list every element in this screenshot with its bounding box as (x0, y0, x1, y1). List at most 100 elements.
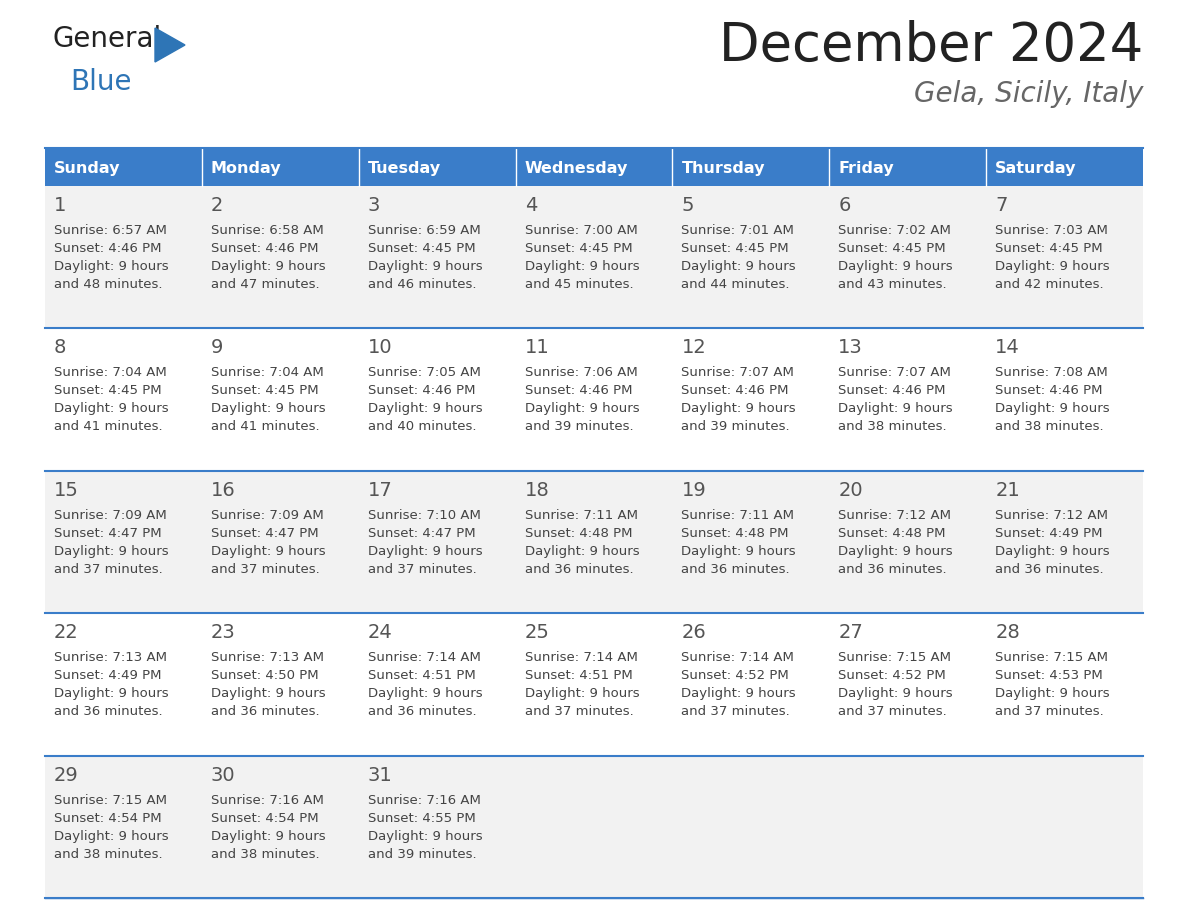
Text: Sunset: 4:45 PM: Sunset: 4:45 PM (839, 242, 946, 255)
Text: and 40 minutes.: and 40 minutes. (368, 420, 476, 433)
Bar (359, 329, 516, 471)
Text: Sunrise: 6:58 AM: Sunrise: 6:58 AM (210, 224, 323, 237)
Bar (829, 471, 986, 613)
Bar (986, 613, 1143, 756)
Bar (45, 148, 202, 186)
Text: Sunrise: 7:04 AM: Sunrise: 7:04 AM (210, 366, 323, 379)
Text: Sunrise: 7:10 AM: Sunrise: 7:10 AM (368, 509, 481, 521)
Bar (516, 148, 672, 186)
Text: 19: 19 (682, 481, 706, 499)
Text: Daylight: 9 hours: Daylight: 9 hours (368, 688, 482, 700)
Bar (986, 756, 1143, 898)
Bar (359, 186, 516, 329)
Text: Sunset: 4:55 PM: Sunset: 4:55 PM (368, 812, 475, 824)
Text: 29: 29 (53, 766, 78, 785)
Text: Sunset: 4:47 PM: Sunset: 4:47 PM (210, 527, 318, 540)
Bar (45, 471, 202, 613)
Text: Daylight: 9 hours: Daylight: 9 hours (368, 544, 482, 558)
Text: 18: 18 (525, 481, 549, 499)
Text: Friday: Friday (839, 161, 893, 175)
Text: 20: 20 (839, 481, 862, 499)
Text: 28: 28 (996, 623, 1019, 643)
Text: 21: 21 (996, 481, 1019, 499)
Text: Daylight: 9 hours: Daylight: 9 hours (839, 544, 953, 558)
Polygon shape (154, 28, 185, 62)
Text: 1: 1 (53, 196, 67, 215)
Text: Daylight: 9 hours: Daylight: 9 hours (210, 260, 326, 273)
Text: General: General (52, 25, 162, 53)
Text: Daylight: 9 hours: Daylight: 9 hours (682, 544, 796, 558)
Text: and 43 minutes.: and 43 minutes. (839, 278, 947, 291)
Text: Sunrise: 7:15 AM: Sunrise: 7:15 AM (996, 651, 1108, 665)
Bar (829, 148, 986, 186)
Text: Daylight: 9 hours: Daylight: 9 hours (525, 688, 639, 700)
Text: and 37 minutes.: and 37 minutes. (839, 705, 947, 718)
Text: and 41 minutes.: and 41 minutes. (210, 420, 320, 433)
Text: Sunrise: 7:16 AM: Sunrise: 7:16 AM (368, 793, 481, 807)
Bar (672, 471, 829, 613)
Text: Daylight: 9 hours: Daylight: 9 hours (368, 260, 482, 273)
Text: 8: 8 (53, 339, 67, 357)
Text: Daylight: 9 hours: Daylight: 9 hours (210, 402, 326, 416)
Bar (672, 148, 829, 186)
Text: Sunrise: 7:12 AM: Sunrise: 7:12 AM (839, 509, 952, 521)
Text: Sunset: 4:45 PM: Sunset: 4:45 PM (996, 242, 1102, 255)
Text: 23: 23 (210, 623, 235, 643)
Text: Sunset: 4:46 PM: Sunset: 4:46 PM (53, 242, 162, 255)
Text: Sunset: 4:49 PM: Sunset: 4:49 PM (53, 669, 162, 682)
Text: Daylight: 9 hours: Daylight: 9 hours (525, 402, 639, 416)
Text: 12: 12 (682, 339, 706, 357)
Bar (359, 471, 516, 613)
Text: Sunrise: 7:07 AM: Sunrise: 7:07 AM (682, 366, 795, 379)
Text: and 44 minutes.: and 44 minutes. (682, 278, 790, 291)
Text: Sunrise: 6:59 AM: Sunrise: 6:59 AM (368, 224, 480, 237)
Text: Sunday: Sunday (53, 161, 120, 175)
Text: Sunrise: 7:13 AM: Sunrise: 7:13 AM (53, 651, 168, 665)
Text: 16: 16 (210, 481, 235, 499)
Text: Thursday: Thursday (682, 161, 765, 175)
Bar (202, 471, 359, 613)
Text: and 38 minutes.: and 38 minutes. (210, 847, 320, 860)
Text: and 36 minutes.: and 36 minutes. (525, 563, 633, 576)
Text: Sunrise: 7:12 AM: Sunrise: 7:12 AM (996, 509, 1108, 521)
Bar (45, 613, 202, 756)
Text: Daylight: 9 hours: Daylight: 9 hours (210, 544, 326, 558)
Text: and 47 minutes.: and 47 minutes. (210, 278, 320, 291)
Text: Sunset: 4:49 PM: Sunset: 4:49 PM (996, 527, 1102, 540)
Bar (986, 148, 1143, 186)
Text: and 38 minutes.: and 38 minutes. (53, 847, 163, 860)
Text: Daylight: 9 hours: Daylight: 9 hours (525, 260, 639, 273)
Text: and 39 minutes.: and 39 minutes. (682, 420, 790, 433)
Text: Daylight: 9 hours: Daylight: 9 hours (53, 830, 169, 843)
Bar (359, 756, 516, 898)
Text: December 2024: December 2024 (719, 20, 1143, 72)
Text: Blue: Blue (70, 68, 132, 96)
Text: and 42 minutes.: and 42 minutes. (996, 278, 1104, 291)
Text: and 37 minutes.: and 37 minutes. (368, 563, 476, 576)
Text: Daylight: 9 hours: Daylight: 9 hours (53, 688, 169, 700)
Text: Sunset: 4:53 PM: Sunset: 4:53 PM (996, 669, 1102, 682)
Bar (986, 329, 1143, 471)
Text: and 39 minutes.: and 39 minutes. (525, 420, 633, 433)
Text: Sunset: 4:48 PM: Sunset: 4:48 PM (525, 527, 632, 540)
Bar (202, 613, 359, 756)
Text: Daylight: 9 hours: Daylight: 9 hours (682, 688, 796, 700)
Bar (45, 756, 202, 898)
Text: 11: 11 (525, 339, 549, 357)
Bar (359, 613, 516, 756)
Text: Sunrise: 7:09 AM: Sunrise: 7:09 AM (210, 509, 323, 521)
Text: Sunset: 4:45 PM: Sunset: 4:45 PM (525, 242, 632, 255)
Text: Sunrise: 7:05 AM: Sunrise: 7:05 AM (368, 366, 481, 379)
Text: Daylight: 9 hours: Daylight: 9 hours (682, 402, 796, 416)
Text: Sunrise: 7:09 AM: Sunrise: 7:09 AM (53, 509, 166, 521)
Text: and 36 minutes.: and 36 minutes. (839, 563, 947, 576)
Text: and 37 minutes.: and 37 minutes. (996, 705, 1104, 718)
Text: 3: 3 (368, 196, 380, 215)
Text: Daylight: 9 hours: Daylight: 9 hours (996, 544, 1110, 558)
Text: Sunset: 4:47 PM: Sunset: 4:47 PM (368, 527, 475, 540)
Text: Daylight: 9 hours: Daylight: 9 hours (525, 544, 639, 558)
Text: 15: 15 (53, 481, 78, 499)
Text: and 38 minutes.: and 38 minutes. (996, 420, 1104, 433)
Text: Gela, Sicily, Italy: Gela, Sicily, Italy (914, 80, 1143, 108)
Text: and 38 minutes.: and 38 minutes. (839, 420, 947, 433)
